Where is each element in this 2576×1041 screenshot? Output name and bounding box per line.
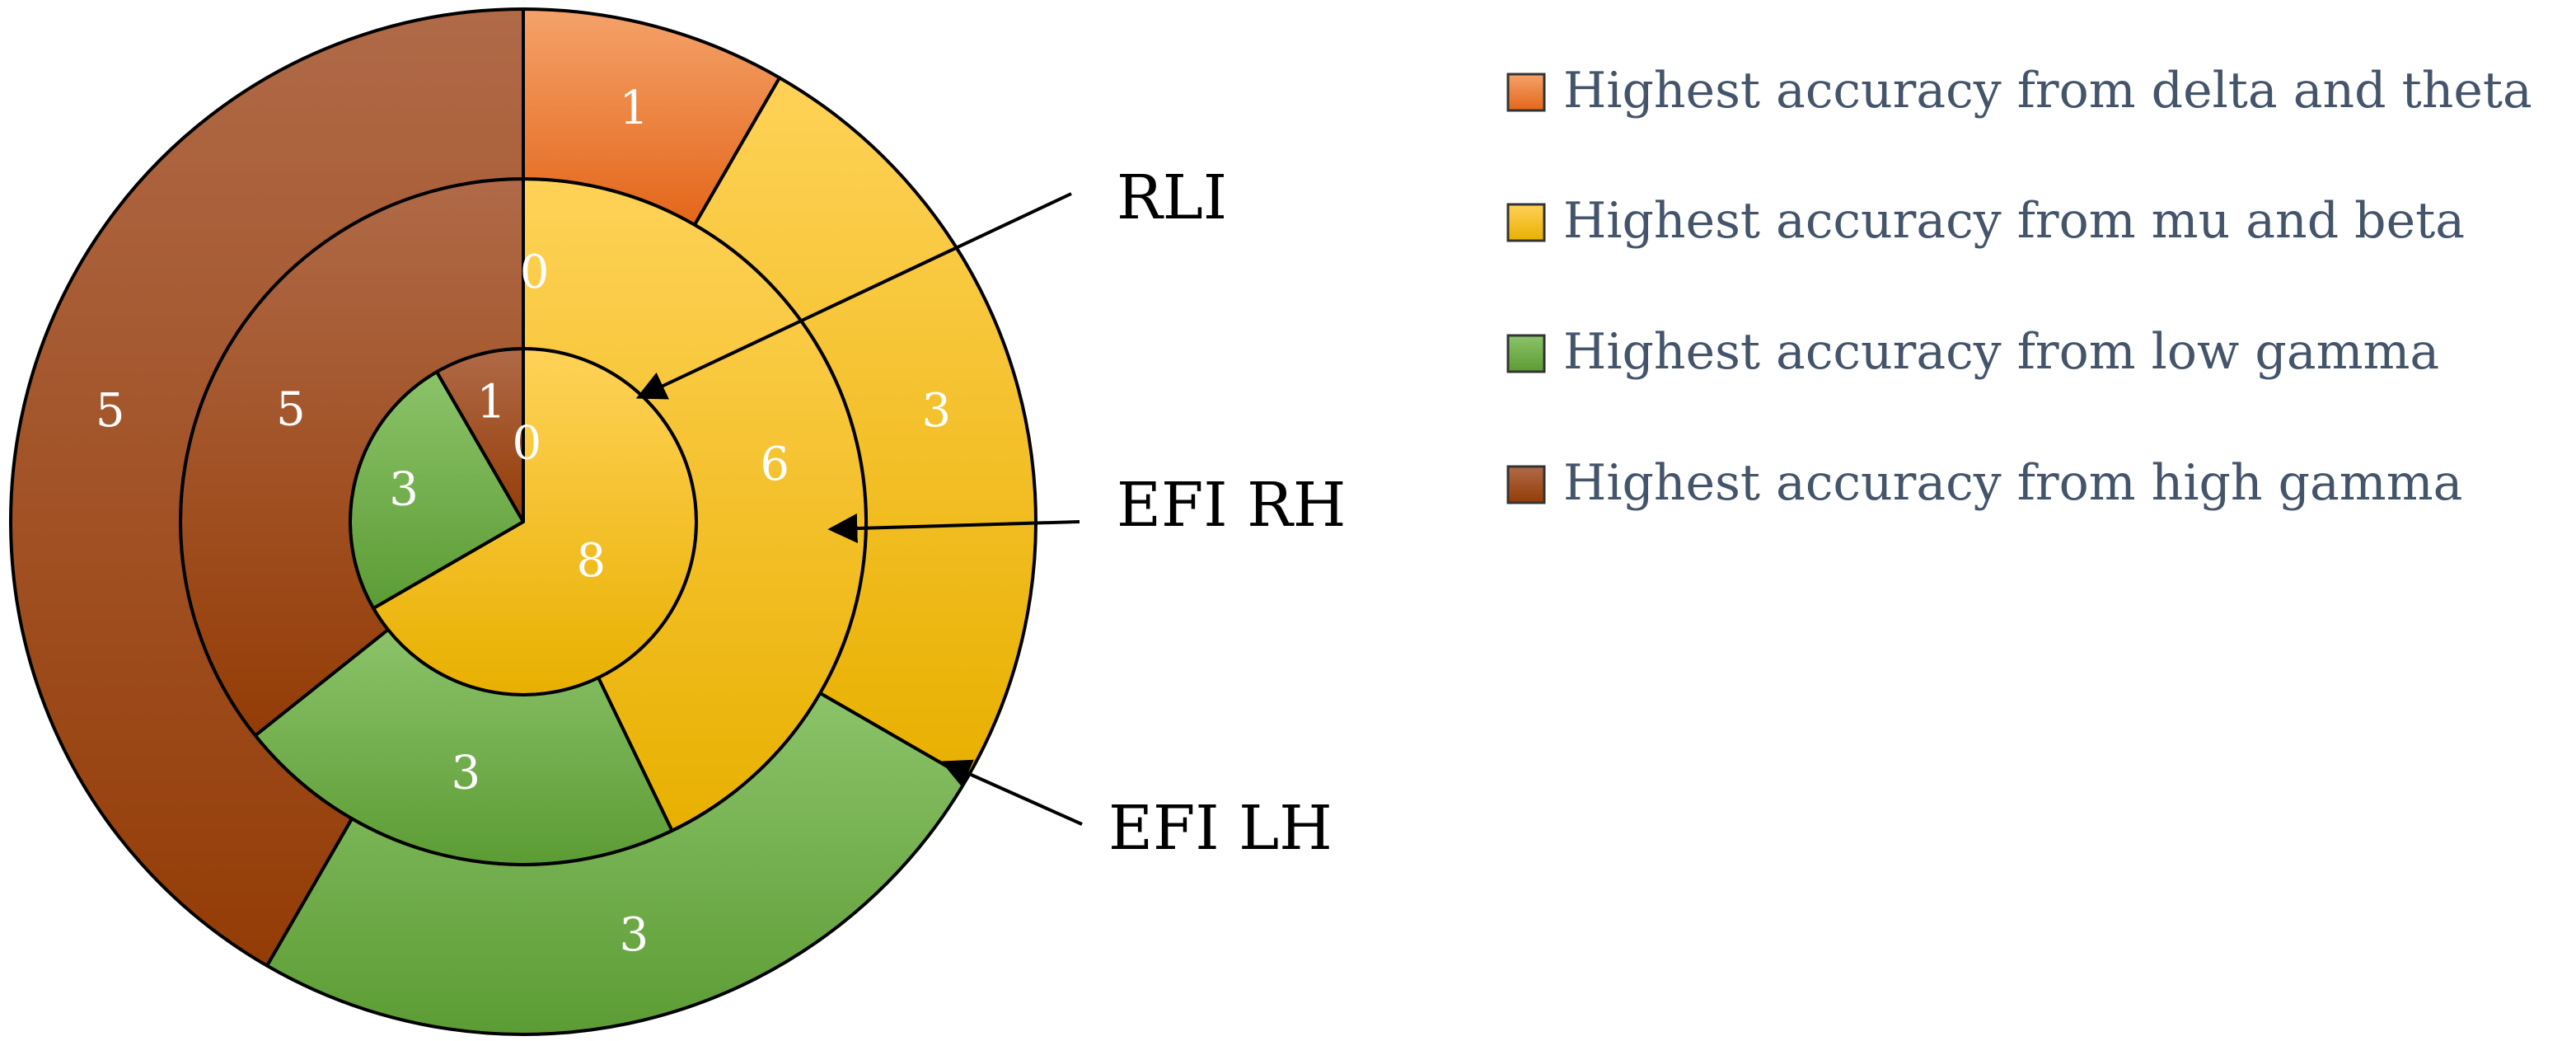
value-label-rli-high-gamma: 1: [476, 376, 506, 429]
value-label-efi-rh-delta-theta: 0: [520, 246, 550, 299]
value-label-efi-lh-mu-beta: 3: [921, 384, 951, 438]
efi-lh-arrow: [940, 759, 1083, 826]
value-label-efi-lh-delta-theta: 1: [620, 82, 649, 135]
ring-annotations: RLI EFI RH EFI LH: [635, 162, 1346, 864]
efi-rh-annotation: EFI RH: [1117, 470, 1346, 541]
value-label-efi-rh-low-gamma: 3: [452, 747, 481, 800]
value-label-rli-delta-theta: 0: [512, 417, 541, 471]
value-label-efi-rh-mu-beta: 6: [760, 438, 789, 491]
legend-swatch-low-gamma: [1506, 334, 1546, 373]
slice-efi-lh-mu-beta: [693, 76, 1038, 780]
legend-swatch-delta-theta: [1506, 73, 1546, 112]
rli-annotation: RLI: [1117, 162, 1227, 233]
value-label-efi-rh-high-gamma: 5: [276, 383, 306, 437]
legend-item-low-gamma: Highest accuracy from low gamma: [1506, 323, 2439, 381]
legend-label-low-gamma: Highest accuracy from low gamma: [1563, 323, 2439, 381]
value-label-efi-lh-low-gamma: 3: [620, 908, 649, 962]
efi-rh-arrow: [827, 513, 1080, 544]
legend-item-mu-beta: Highest accuracy from mu and beta: [1506, 192, 2465, 250]
legend-label-delta-theta: Highest accuracy from delta and theta: [1563, 62, 2532, 120]
value-label-rli-low-gamma: 3: [389, 463, 419, 517]
efi-lh-annotation: EFI LH: [1108, 793, 1332, 864]
legend-item-delta-theta: Highest accuracy from delta and theta: [1506, 62, 2532, 120]
value-label-rli-mu-beta: 8: [576, 534, 606, 588]
legend-item-high-gamma: Highest accuracy from high gamma: [1506, 454, 2462, 512]
slice-efi-lh-high-gamma: [9, 7, 525, 968]
legend-label-mu-beta: Highest accuracy from mu and beta: [1563, 192, 2465, 250]
legend-swatch-high-gamma: [1506, 465, 1546, 504]
rli-arrow: [635, 192, 1072, 400]
value-label-efi-lh-high-gamma: 5: [96, 384, 125, 438]
legend-label-high-gamma: Highest accuracy from high gamma: [1563, 454, 2462, 512]
slice-efi-lh-low-gamma: [265, 692, 969, 1037]
legend-swatch-mu-beta: [1506, 203, 1546, 242]
chart-legend: Highest accuracy from delta and theta Hi…: [1506, 62, 2532, 512]
